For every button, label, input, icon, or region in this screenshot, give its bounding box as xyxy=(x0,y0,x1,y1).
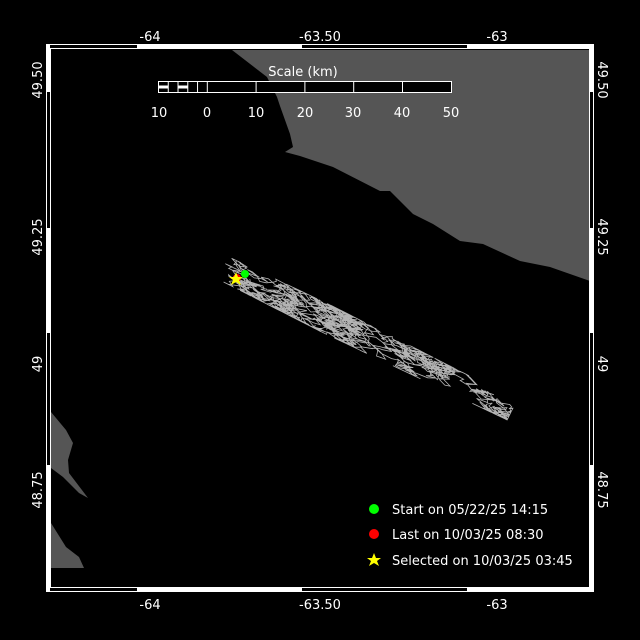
start-position-marker[interactable] xyxy=(241,270,249,278)
lat-label-right: 49.25 xyxy=(594,218,609,255)
lon-label-top: -63.50 xyxy=(299,30,341,45)
lat-label-left: 49.25 xyxy=(31,218,46,255)
selected-position-star[interactable] xyxy=(229,272,243,285)
lat-label-right: 49.50 xyxy=(594,61,609,98)
land-north-shore xyxy=(232,50,590,281)
legend-last-icon xyxy=(369,529,379,539)
legend: Start on 05/22/25 14:15 Last on 10/03/25… xyxy=(367,503,573,569)
scale-label: 0 xyxy=(203,106,211,121)
lat-label-right: 49 xyxy=(594,356,609,373)
lat-label-left: 49 xyxy=(31,356,46,373)
land-southwest-2 xyxy=(51,523,84,568)
legend-start-label: Start on 05/22/25 14:15 xyxy=(392,503,548,518)
legend-last-label: Last on 10/03/25 08:30 xyxy=(392,528,544,543)
scale-title: Scale (km) xyxy=(268,65,337,80)
scale-bar: Scale (km) 10 0 10 20 30 40 50 xyxy=(151,65,460,121)
track-lines xyxy=(223,257,514,421)
scale-segment-fill xyxy=(158,85,169,89)
lat-label-right: 48.75 xyxy=(594,471,609,508)
legend-selected-star-icon xyxy=(367,553,381,566)
scale-label: 50 xyxy=(443,106,460,121)
legend-start-icon xyxy=(369,504,379,514)
legend-selected-label: Selected on 10/03/25 03:45 xyxy=(392,554,573,569)
lon-label-top: -63 xyxy=(486,30,507,45)
track-path xyxy=(223,257,514,421)
lon-label-bottom: -64 xyxy=(139,598,160,613)
lon-label-bottom: -63.50 xyxy=(299,598,341,613)
lat-label-left: 49.50 xyxy=(31,61,46,98)
scale-segment-fill xyxy=(178,85,188,89)
lat-label-left: 48.75 xyxy=(31,471,46,508)
scale-label: 20 xyxy=(297,106,314,121)
scale-label: 10 xyxy=(248,106,265,121)
land-southwest-1 xyxy=(51,412,88,498)
scale-label: 10 xyxy=(151,106,168,121)
map-frame xyxy=(46,44,594,592)
lon-label-top: -64 xyxy=(139,30,160,45)
lon-label-bottom: -63 xyxy=(486,598,507,613)
scale-label: 40 xyxy=(394,106,411,121)
scale-label: 30 xyxy=(345,106,362,121)
